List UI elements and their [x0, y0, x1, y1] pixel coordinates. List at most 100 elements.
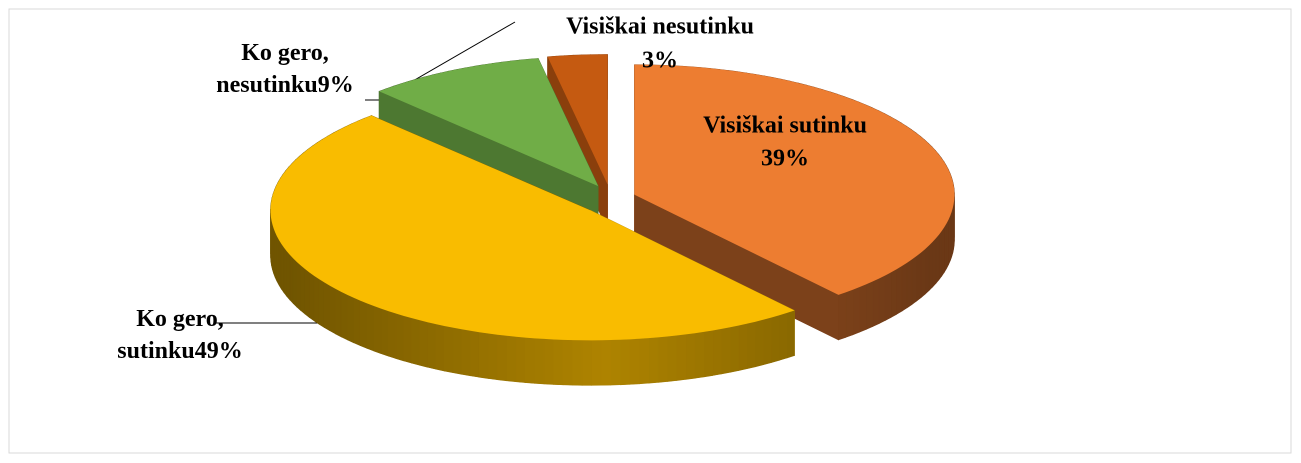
slice-side	[763, 317, 772, 366]
slice-side	[685, 332, 696, 380]
pie-slice	[634, 64, 955, 295]
slice-side	[639, 337, 650, 385]
slice-side	[852, 286, 860, 336]
value-label: 9%	[318, 72, 354, 98]
slice-side	[676, 334, 687, 381]
slice-side	[878, 275, 886, 324]
slice-side	[335, 288, 342, 338]
slice-side	[353, 297, 361, 347]
slice-side	[427, 321, 437, 370]
slice-side	[497, 334, 507, 382]
data-label: sutinku49%	[117, 338, 242, 364]
category-label: Visiškai nesutinku	[566, 14, 754, 40]
slice-side	[292, 257, 298, 308]
slice-side	[838, 291, 847, 341]
slice-side	[380, 308, 389, 357]
slice-side	[896, 265, 903, 315]
slice-side	[340, 291, 348, 341]
value-label: 39%	[761, 146, 809, 172]
slice-side	[703, 330, 714, 378]
slice-side	[859, 283, 867, 333]
slice-side	[771, 314, 780, 363]
slice-side	[657, 336, 668, 383]
slice-group	[634, 64, 955, 341]
pie-slice	[379, 58, 599, 187]
slice-side	[581, 339, 592, 386]
slice-side	[419, 319, 428, 368]
category-label: sutinku	[117, 338, 194, 364]
slice-side	[470, 330, 480, 378]
slice-side	[435, 323, 445, 372]
slice-side	[920, 248, 926, 299]
slice-side	[620, 339, 631, 386]
slice-side	[411, 317, 420, 366]
slice-side	[866, 280, 874, 330]
slice-side	[283, 246, 287, 297]
slice-side	[403, 315, 412, 364]
slice-side	[932, 237, 937, 288]
slice-side	[562, 339, 573, 386]
slice-side	[347, 294, 354, 344]
slice-side	[286, 250, 291, 301]
slice-side	[591, 339, 602, 386]
slice-side	[779, 312, 788, 361]
slice-side	[729, 325, 740, 373]
slice-side	[300, 264, 306, 315]
slice-side	[755, 319, 764, 368]
slice-side	[452, 327, 462, 375]
pie-slice	[270, 115, 795, 341]
slice-side	[478, 331, 489, 379]
value-label: 49%	[195, 338, 243, 364]
slice-side	[296, 261, 302, 312]
slice-side	[278, 238, 282, 290]
data-label: Ko gero,	[241, 40, 329, 66]
slice-side	[648, 337, 659, 384]
data-label: Ko gero,	[136, 306, 224, 332]
slice-side	[629, 338, 640, 385]
slice-side	[304, 268, 310, 319]
slice-side	[786, 310, 795, 359]
slice-side	[746, 321, 756, 370]
slice-side	[694, 331, 705, 379]
slice-side	[906, 258, 913, 309]
slice-side	[461, 328, 471, 377]
category-label: Ko gero,	[136, 306, 224, 332]
slice-side	[884, 271, 892, 321]
slice-side	[506, 335, 517, 383]
slice-side	[543, 338, 554, 385]
slice-side	[924, 244, 930, 295]
slice-side	[845, 289, 854, 338]
slice-side	[534, 337, 545, 385]
slice-side	[388, 310, 397, 359]
slice-side	[487, 333, 498, 381]
category-label: Visiškai sutinku	[703, 113, 867, 139]
slice-side	[366, 302, 375, 352]
slice-side	[941, 226, 945, 277]
slice-side	[289, 254, 294, 305]
slice-side	[572, 339, 583, 386]
value-label: 3%	[642, 48, 678, 74]
slice-side	[329, 285, 336, 335]
slice-side	[309, 271, 315, 322]
slice-side	[712, 328, 722, 376]
slice-side	[928, 241, 933, 292]
slice-group	[270, 115, 795, 386]
slice-side	[901, 262, 908, 312]
category-label: nesutinku	[216, 72, 317, 98]
slice-side	[721, 326, 731, 375]
slice-side	[276, 235, 280, 286]
slice-side	[935, 233, 940, 285]
slice-side	[890, 268, 897, 318]
category-label: Ko gero,	[241, 40, 329, 66]
slice-side	[610, 339, 621, 386]
slice-side	[318, 278, 325, 328]
slice-side	[600, 339, 612, 386]
slice-side	[938, 229, 943, 281]
slice-side	[738, 323, 748, 371]
slice-side	[323, 281, 330, 332]
data-label: nesutinku9%	[216, 72, 353, 98]
slice-side	[916, 251, 922, 302]
slice-side	[373, 305, 382, 355]
slice-side	[443, 325, 454, 374]
